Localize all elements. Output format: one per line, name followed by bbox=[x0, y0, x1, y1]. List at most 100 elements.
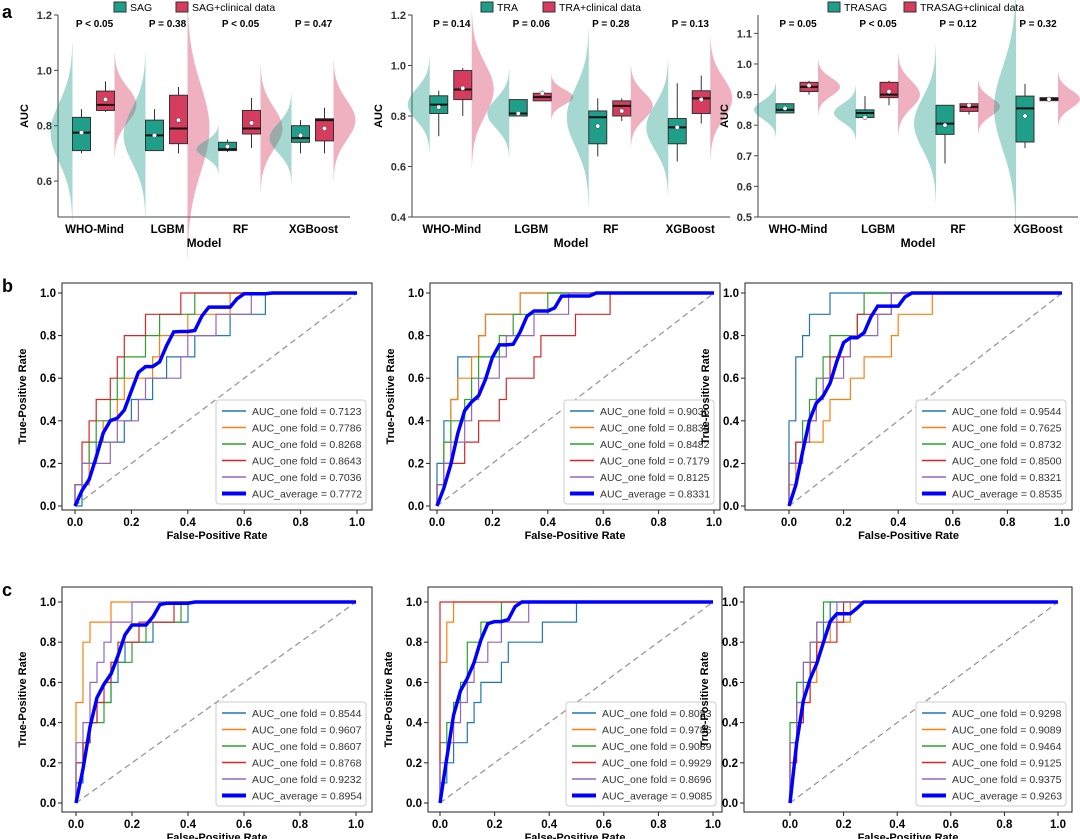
legend-label: AUC_average = 0.8954 bbox=[252, 791, 362, 803]
density-clinical bbox=[471, 11, 494, 168]
x-tick-label: WHO-Mind bbox=[769, 224, 828, 236]
mean-point bbox=[298, 132, 303, 138]
legend-swatch bbox=[480, 1, 494, 13]
mean-point bbox=[79, 130, 84, 136]
legend-label: AUC_one fold = 0.9298 bbox=[952, 708, 1062, 720]
y-tick-label: 0.0 bbox=[408, 501, 424, 513]
legend-label: AUC_one fold = 0.9929 bbox=[602, 758, 712, 770]
legend: AUC_one fold = 0.7123 AUC_one fold = 0.77… bbox=[215, 399, 367, 505]
legend-swatch bbox=[175, 1, 189, 13]
mean-point bbox=[436, 104, 442, 110]
legend-label: AUC_one fold = 0.8839 bbox=[600, 423, 710, 435]
mean-point bbox=[539, 90, 545, 96]
density-base bbox=[269, 93, 292, 183]
y-tick-label: 0.0 bbox=[406, 798, 422, 810]
legend-label: AUC_one fold = 0.8732 bbox=[952, 439, 1062, 451]
y-tick-label: 0.8 bbox=[737, 120, 752, 132]
legend-label: TRASAG+clinical data bbox=[920, 2, 1024, 14]
x-tick-label: 0.4 bbox=[540, 517, 557, 529]
roc-chart-b2: 0.0 0.0 0.2 0.2 0.4 0.4 0.6 0.6 0.8 0.8 1.0 1.0 Fals… bbox=[385, 282, 722, 542]
x-tick-label: XGBoost bbox=[289, 224, 338, 236]
y-tick-label: 0.7 bbox=[737, 151, 752, 163]
legend-label: TRA bbox=[497, 2, 518, 14]
density-clinical bbox=[978, 79, 1000, 135]
mean-point bbox=[782, 105, 788, 111]
legend-swatch bbox=[113, 1, 127, 13]
density-base bbox=[123, 53, 146, 218]
y-tick-label: 0.6 bbox=[722, 677, 738, 689]
y-tick-label: 0.0 bbox=[40, 501, 56, 513]
legend-label: AUC_one fold = 0.8268 bbox=[252, 439, 362, 451]
legend-label: AUC_average = 0.8331 bbox=[600, 489, 710, 501]
density-base bbox=[196, 124, 219, 175]
mean-point bbox=[103, 96, 108, 102]
x-tick-label: 0.0 bbox=[68, 819, 84, 831]
y-axis-label: True-Positive Rate bbox=[17, 652, 29, 748]
box-chart-a1: 0.6 0.8 1.0 1.2 AUC Model WHO-Mind P < 0.05 LGBM… bbox=[19, 0, 356, 260]
density-clinical bbox=[630, 64, 653, 147]
y-tick-label: 0.6 bbox=[40, 373, 56, 385]
density-base bbox=[646, 59, 669, 196]
legend-label: AUC_average = 0.9085 bbox=[602, 791, 712, 803]
x-tick-label: 0.6 bbox=[236, 517, 252, 529]
plot-frame bbox=[429, 282, 721, 511]
density-clinical bbox=[551, 74, 574, 120]
roc-chart-b3: 0.0 0.0 0.2 0.2 0.4 0.4 0.6 0.6 0.8 0.8 1.0 1.0 Fals… bbox=[700, 282, 1073, 542]
y-tick-label: 1.0 bbox=[37, 65, 52, 77]
x-tick-label: 0.8 bbox=[996, 819, 1013, 831]
legend-label: AUC_one fold = 0.8482 bbox=[600, 439, 710, 451]
box bbox=[1015, 95, 1035, 143]
y-tick-label: 0.2 bbox=[40, 758, 56, 770]
x-tick-label: 0.0 bbox=[432, 819, 448, 831]
p-value-label: P = 0.32 bbox=[1019, 19, 1057, 30]
y-tick-label: 0.0 bbox=[722, 798, 738, 810]
x-tick-label: 0.0 bbox=[782, 819, 798, 831]
y-tick-label: 0.4 bbox=[408, 416, 425, 428]
y-tick-label: 0.8 bbox=[722, 637, 739, 649]
y-tick-label: 1.2 bbox=[37, 10, 52, 22]
density-clinical bbox=[898, 53, 920, 136]
y-tick-label: 1.0 bbox=[40, 597, 56, 609]
density-base bbox=[834, 85, 856, 141]
density-clinical bbox=[114, 52, 137, 158]
x-tick-label: XGBoost bbox=[666, 224, 715, 236]
y-tick-label: 1.0 bbox=[723, 288, 739, 300]
x-tick-label: 0.6 bbox=[236, 819, 252, 831]
box-chart-a3: 0.5 0.6 0.7 0.8 0.9 1.0 1.1 AUC Model WHO-Mind P =… bbox=[719, 0, 1080, 250]
y-tick-label: 1.0 bbox=[722, 597, 738, 609]
x-axis-label: False-Positive Rate bbox=[167, 832, 268, 839]
box bbox=[691, 90, 711, 114]
x-tick-label: 1.0 bbox=[705, 819, 721, 831]
box bbox=[508, 99, 528, 117]
x-tick-label: 0.0 bbox=[429, 517, 445, 529]
y-tick-label: 0.2 bbox=[40, 458, 56, 470]
x-tick-label: WHO-Mind bbox=[65, 224, 124, 236]
legend-label: AUC_one fold = 0.7786 bbox=[252, 423, 362, 435]
x-tick-label: 0.6 bbox=[945, 517, 961, 529]
density-base bbox=[994, 0, 1016, 233]
legend: AUC_one fold = 0.9035 AUC_one fold = 0.88… bbox=[563, 399, 715, 505]
y-tick-label: 0.4 bbox=[40, 718, 57, 730]
plot-frame bbox=[743, 586, 1073, 813]
p-value-label: P < 0.05 bbox=[222, 19, 260, 30]
p-value-label: P < 0.05 bbox=[859, 19, 897, 30]
y-tick-label: 0.2 bbox=[722, 758, 738, 770]
mean-point bbox=[886, 89, 892, 94]
x-tick-label: 0.4 bbox=[541, 819, 558, 831]
mean-point bbox=[152, 132, 157, 138]
legend-label: TRASAG bbox=[844, 2, 887, 14]
x-tick-label: 0.0 bbox=[67, 517, 83, 529]
roc-average-line bbox=[787, 291, 1062, 507]
chance-line bbox=[789, 601, 1059, 804]
x-axis-label: False-Positive Rate bbox=[525, 832, 626, 839]
legend-box bbox=[565, 701, 717, 807]
y-axis-label: True-Positive Rate bbox=[385, 349, 397, 445]
mean-point bbox=[619, 108, 625, 114]
mean-point bbox=[966, 102, 972, 108]
legend-label: AUC_one fold = 0.9544 bbox=[952, 406, 1062, 418]
p-value-label: P = 0.05 bbox=[779, 19, 817, 30]
x-tick-label: 0.2 bbox=[836, 517, 852, 529]
legend-label: AUC_one fold = 0.9035 bbox=[600, 406, 710, 418]
y-tick-label: 0.2 bbox=[723, 458, 739, 470]
x-tick-label: RF bbox=[950, 224, 965, 236]
